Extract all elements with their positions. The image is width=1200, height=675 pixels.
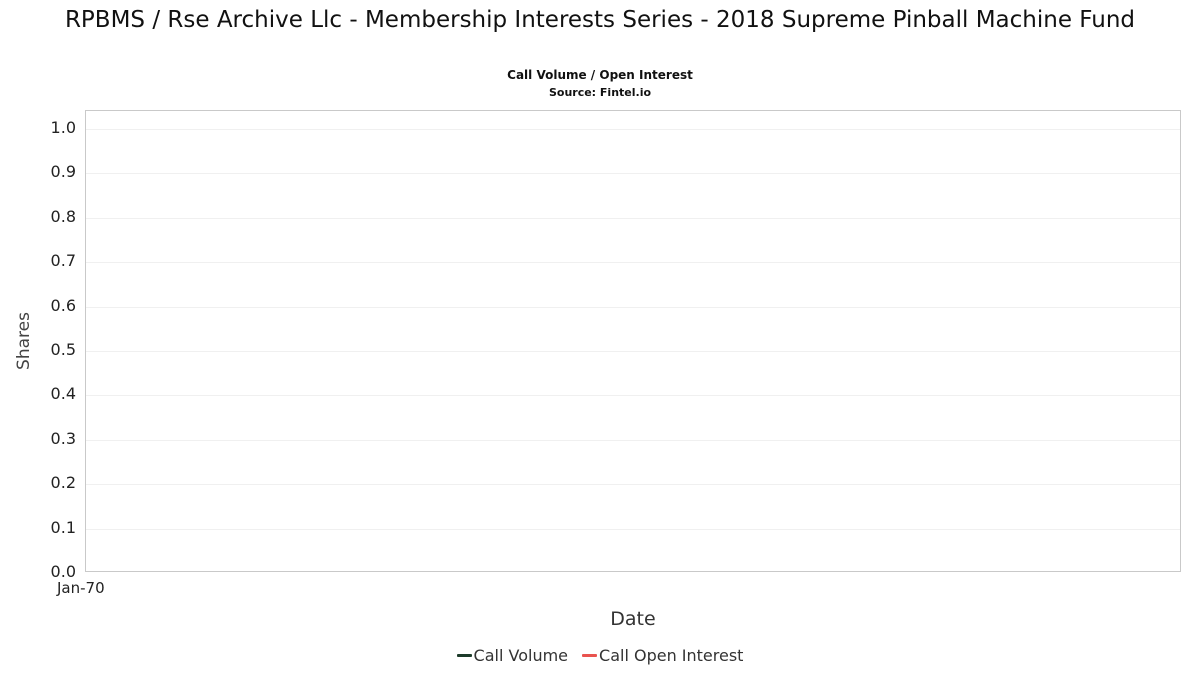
gridline <box>86 395 1180 396</box>
legend-label-call-open-interest: Call Open Interest <box>599 646 744 665</box>
y-tick-label: 1.0 <box>50 118 76 137</box>
y-tick-label: 0.4 <box>50 384 76 403</box>
gridline <box>86 484 1180 485</box>
gridline <box>86 173 1180 174</box>
legend-label-call-volume: Call Volume <box>473 646 569 665</box>
y-tick-label: 0.1 <box>50 518 76 537</box>
y-tick-label: 0.9 <box>50 162 76 181</box>
y-tick-label: 0.5 <box>50 340 76 359</box>
call-volume-line-swatch <box>456 654 472 657</box>
y-tick-label: 0.3 <box>50 429 76 448</box>
plot-area <box>85 110 1181 572</box>
chart-source-credit: Source: Fintel.io <box>548 86 652 99</box>
gridline <box>86 351 1180 352</box>
call-open-interest-line-swatch <box>582 654 598 657</box>
y-tick-label: 0.0 <box>50 562 76 581</box>
gridline <box>86 218 1180 219</box>
y-tick-label: 0.2 <box>50 473 76 492</box>
gridline <box>86 529 1180 530</box>
legend-item-call-volume[interactable]: Call Volume <box>456 646 569 665</box>
y-tick-label: 0.6 <box>50 296 76 315</box>
y-tick-label: 0.8 <box>50 207 76 226</box>
chart-subtitle: Call Volume / Open Interest <box>507 68 693 82</box>
x-tick-label: Jan-70 <box>57 579 105 597</box>
gridline <box>86 129 1180 130</box>
y-tick-label: 0.7 <box>50 251 76 270</box>
chart-title: RPBMS / Rse Archive Llc - Membership Int… <box>64 7 1136 33</box>
gridline <box>86 307 1180 308</box>
gridline <box>86 262 1180 263</box>
x-axis-title: Date <box>610 608 656 630</box>
gridline <box>86 440 1180 441</box>
legend: Call Volume Call Open Interest <box>0 646 1200 665</box>
legend-item-call-open-interest[interactable]: Call Open Interest <box>582 646 743 665</box>
